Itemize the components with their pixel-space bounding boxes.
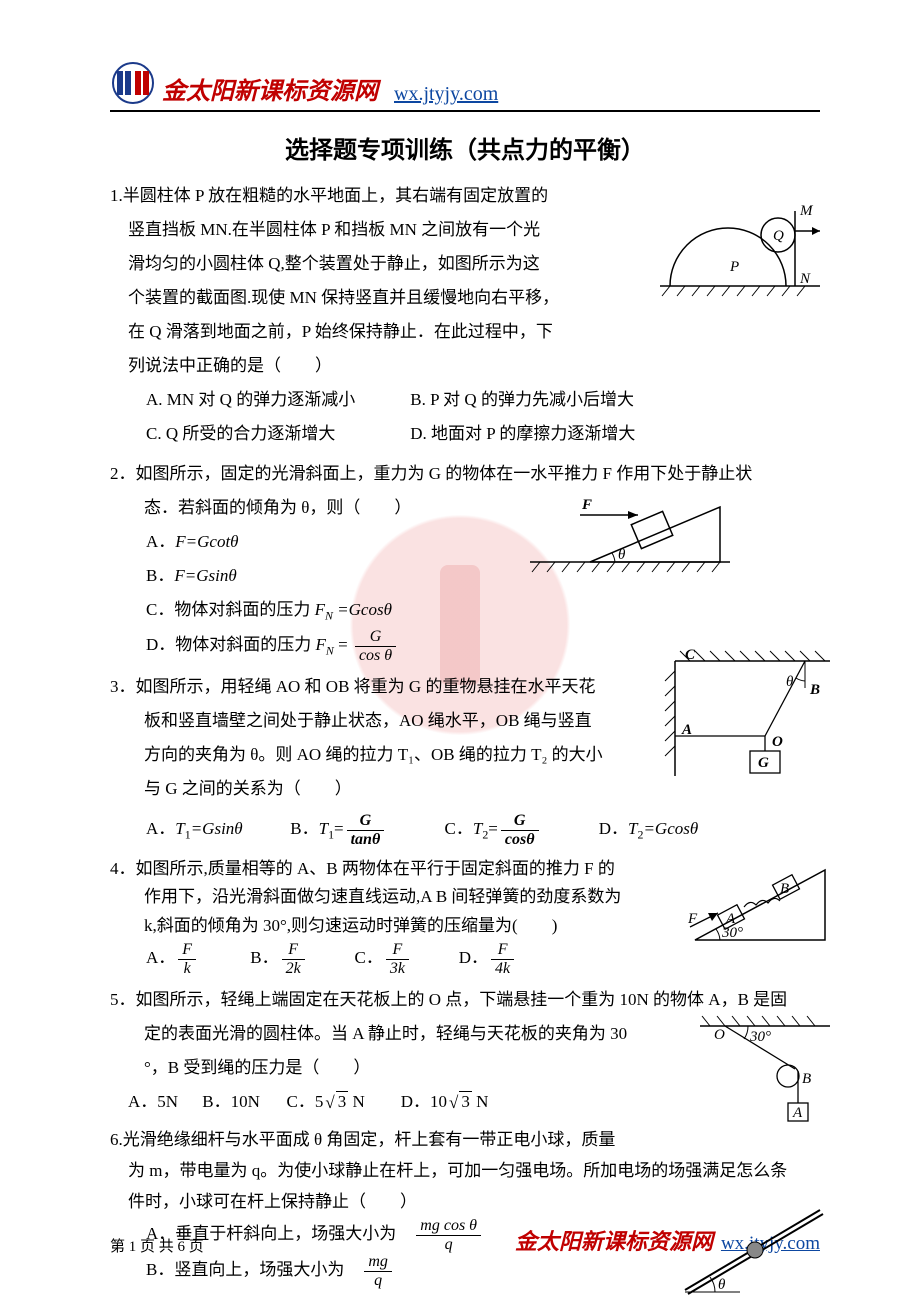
q2-l1: 如图所示，固定的光滑斜面上，重力为 G 的物体在一水平推力 F 作用下处于静止状 bbox=[136, 464, 753, 483]
svg-text:F: F bbox=[581, 497, 592, 513]
q2-optC-mid: F bbox=[315, 600, 325, 619]
q1-num: 1. bbox=[110, 186, 123, 205]
q1-optB: B. P 对 Q 的弹力先减小后增大 bbox=[410, 390, 634, 409]
svg-text:N: N bbox=[799, 271, 811, 287]
page: 金太阳新课标资源网 wx.jtyjy.com 选择题专项训练（共点力的平衡） 1… bbox=[0, 0, 920, 1302]
q3-num: 3． bbox=[110, 677, 136, 696]
question-5: 5．如图所示，轻绳上端固定在天花板上的 O 点，下端悬挂一个重为 10N 的物体… bbox=[110, 983, 820, 1119]
q5-figure: O 30° B A bbox=[690, 1011, 840, 1136]
svg-text:30°: 30° bbox=[721, 925, 743, 941]
header-site-url[interactable]: wx.jtyjy.com bbox=[394, 83, 498, 106]
q2-optD-pre: D．物体对斜面的压力 bbox=[146, 635, 316, 654]
question-3: 3．如图所示，用轻绳 AO 和 OB 将重为 G 的重物悬挂在水平天花 板和竖直… bbox=[110, 670, 820, 848]
svg-text:P: P bbox=[729, 259, 739, 275]
content: 1.半圆柱体 P 放在粗糙的水平地面上，其右端有固定放置的 竖直挡板 MN.在半… bbox=[110, 179, 820, 1290]
q6-num: 6. bbox=[110, 1130, 123, 1149]
q1-l1: 半圆柱体 P 放在粗糙的水平地面上，其右端有固定放置的 bbox=[123, 186, 548, 205]
question-4: 4．如图所示,质量相等的 A、B 两物体在平行于固定斜面的推力 F 的 作用下，… bbox=[110, 855, 820, 978]
q2-optB-pre: B． bbox=[146, 566, 174, 585]
q2-optA: F=Gcotθ bbox=[175, 532, 238, 551]
q4-l1: 如图所示,质量相等的 A、B 两物体在平行于固定斜面的推力 F 的 bbox=[136, 859, 615, 878]
logo-icon bbox=[110, 60, 156, 106]
q1-optD: D. 地面对 P 的摩擦力逐渐增大 bbox=[410, 424, 635, 443]
svg-text:O: O bbox=[772, 734, 783, 750]
svg-text:G: G bbox=[758, 755, 769, 771]
q1-l5: 在 Q 滑落到地面之前，P 始终保持静止．在此过程中，下 bbox=[110, 315, 820, 349]
svg-text:A: A bbox=[681, 722, 692, 738]
q4-figure: F A B 30° bbox=[680, 855, 840, 955]
q5-optB: B．10N bbox=[202, 1085, 282, 1119]
q2-optC-pre: C．物体对斜面的压力 bbox=[146, 600, 315, 619]
svg-text:F: F bbox=[687, 911, 698, 927]
q5-l1: 如图所示，轻绳上端固定在天花板上的 O 点，下端悬挂一个重为 10N 的物体 A… bbox=[136, 990, 788, 1009]
svg-text:B: B bbox=[802, 1071, 811, 1087]
svg-text:30°: 30° bbox=[749, 1029, 771, 1045]
q1-figure: P Q M N bbox=[660, 201, 830, 311]
q1-optC: C. Q 所受的合力逐渐增大 bbox=[146, 417, 406, 451]
header-site-name: 金太阳新课标资源网 bbox=[162, 71, 378, 106]
q2-optC-sub: N bbox=[325, 608, 333, 622]
svg-text:θ: θ bbox=[786, 674, 794, 690]
q6-l1: 光滑绝缘细杆与水平面成 θ 角固定，杆上套有一带正电小球，质量 bbox=[123, 1130, 616, 1149]
svg-text:θ: θ bbox=[618, 547, 626, 563]
svg-text:B: B bbox=[809, 682, 820, 698]
q2-figure: F θ bbox=[520, 487, 740, 577]
svg-text:θ: θ bbox=[718, 1277, 726, 1293]
q1-l6: 列说法中正确的是（ ） bbox=[110, 349, 820, 383]
q5-num: 5． bbox=[110, 990, 136, 1009]
question-6: 6.光滑绝缘细杆与水平面成 θ 角固定，杆上套有一带正电小球，质量 为 m，带电… bbox=[110, 1125, 820, 1289]
page-title: 选择题专项训练（共点力的平衡） bbox=[110, 130, 820, 165]
q6-l2: 为 m，带电量为 q。为使小球静止在杆上，可加一匀强电场。所加电场的场强满足怎么… bbox=[110, 1156, 820, 1187]
svg-text:A: A bbox=[792, 1105, 803, 1121]
q2-optB: F=Gsinθ bbox=[174, 566, 236, 585]
q5-optA: A．5N bbox=[128, 1085, 198, 1119]
q3-l1: 如图所示，用轻绳 AO 和 OB 将重为 G 的重物悬挂在水平天花 bbox=[136, 677, 596, 696]
question-2: 2．如图所示，固定的光滑斜面上，重力为 G 的物体在一水平推力 F 作用下处于静… bbox=[110, 457, 820, 664]
q2-optC-post: =Gcosθ bbox=[333, 600, 392, 619]
q4-num: 4． bbox=[110, 859, 136, 878]
q6-figure: θ bbox=[670, 1195, 840, 1305]
svg-text:O: O bbox=[714, 1027, 725, 1043]
svg-text:M: M bbox=[799, 203, 814, 219]
header: 金太阳新课标资源网 wx.jtyjy.com bbox=[110, 60, 820, 112]
q3-figure: A B C O G θ bbox=[650, 646, 840, 796]
q2-num: 2． bbox=[110, 464, 136, 483]
svg-text:B: B bbox=[780, 881, 789, 897]
svg-text:C: C bbox=[685, 647, 696, 663]
svg-text:Q: Q bbox=[773, 228, 784, 244]
question-1: 1.半圆柱体 P 放在粗糙的水平地面上，其右端有固定放置的 竖直挡板 MN.在半… bbox=[110, 179, 820, 451]
q1-optA: A. MN 对 Q 的弹力逐渐减小 bbox=[146, 383, 406, 417]
q2-optA-pre: A． bbox=[146, 532, 175, 551]
